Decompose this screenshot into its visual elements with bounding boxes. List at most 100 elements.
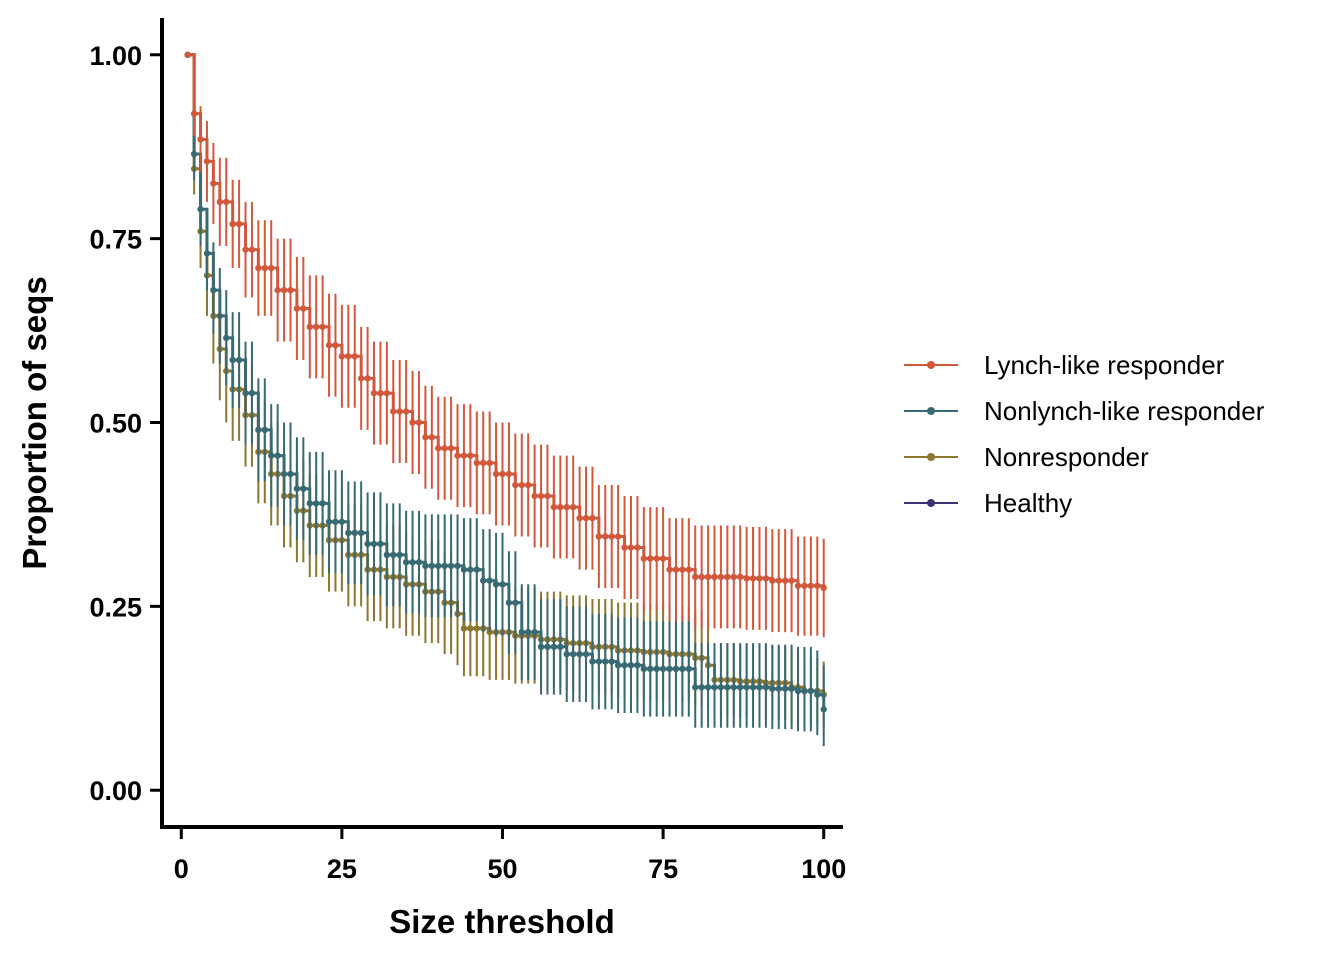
y-tick-label: 0.50 xyxy=(89,409,142,439)
data-point xyxy=(210,286,217,294)
data-point xyxy=(685,566,693,573)
data-point xyxy=(775,685,782,692)
data-point xyxy=(300,485,307,492)
data-point xyxy=(640,665,648,673)
data-point xyxy=(595,533,603,540)
data-point xyxy=(274,286,281,294)
y-tick-label: 0.75 xyxy=(89,225,142,255)
data-point xyxy=(197,206,204,213)
x-axis-title: Size threshold xyxy=(389,903,615,940)
data-point xyxy=(396,551,403,559)
data-point xyxy=(306,323,313,331)
data-point xyxy=(435,562,442,570)
data-point xyxy=(428,562,436,570)
data-point xyxy=(287,470,294,478)
data-point xyxy=(557,503,564,511)
data-point xyxy=(480,459,487,467)
data-point xyxy=(614,662,622,669)
data-point xyxy=(717,573,725,581)
legend-item: Lynch-like responder xyxy=(904,350,1225,380)
data-point xyxy=(698,684,705,691)
data-point xyxy=(647,665,654,673)
data-point xyxy=(582,514,590,522)
legend-item: Nonlynch-like responder xyxy=(904,396,1265,426)
data-point xyxy=(557,643,564,651)
data-point xyxy=(801,687,808,695)
data-point xyxy=(698,573,705,581)
data-point xyxy=(357,529,365,537)
data-point xyxy=(338,518,346,525)
data-point xyxy=(640,555,648,562)
data-point xyxy=(518,481,525,489)
data-point xyxy=(390,408,397,415)
data-point xyxy=(820,584,827,592)
data-point xyxy=(409,419,416,426)
data-point xyxy=(569,503,577,511)
data-point xyxy=(621,544,628,551)
data-point xyxy=(229,220,236,228)
data-point xyxy=(711,684,718,691)
data-point xyxy=(467,625,474,632)
data-point xyxy=(602,533,609,540)
data-point xyxy=(370,389,378,397)
legend-item: Healthy xyxy=(904,488,1072,518)
data-point xyxy=(467,452,474,459)
data-point xyxy=(441,562,448,570)
data-point xyxy=(692,684,699,691)
data-point xyxy=(730,684,737,691)
data-point xyxy=(364,540,371,548)
data-point xyxy=(627,544,635,551)
legend-item: Nonresponder xyxy=(904,442,1149,472)
data-point xyxy=(370,540,378,548)
data-point xyxy=(357,375,365,382)
x-tick-label: 25 xyxy=(327,854,357,884)
data-point xyxy=(454,562,461,570)
data-point xyxy=(402,408,410,415)
plot-area xyxy=(184,51,827,747)
y-tick-label: 0.25 xyxy=(89,592,142,622)
data-point xyxy=(505,470,513,478)
data-point xyxy=(717,684,725,691)
data-point xyxy=(531,492,538,500)
data-point xyxy=(486,577,493,584)
data-point xyxy=(473,625,481,632)
x-tick-label: 50 xyxy=(487,854,517,884)
data-point xyxy=(769,577,776,584)
data-point xyxy=(659,665,667,673)
data-point xyxy=(190,110,198,117)
series-line xyxy=(187,53,826,588)
data-point xyxy=(184,51,191,58)
data-point xyxy=(569,650,577,658)
x-tick-label: 75 xyxy=(648,854,678,884)
data-point xyxy=(653,665,660,673)
legend-marker xyxy=(927,499,935,507)
data-point xyxy=(396,408,403,415)
data-point xyxy=(492,581,500,588)
data-point xyxy=(582,650,590,658)
data-point xyxy=(345,353,352,360)
data-point xyxy=(544,643,551,651)
data-point xyxy=(563,503,570,511)
data-point xyxy=(248,246,256,253)
data-point xyxy=(377,540,384,548)
data-point xyxy=(325,342,333,349)
data-point xyxy=(306,500,313,507)
data-point xyxy=(563,650,570,658)
data-point xyxy=(762,684,770,691)
tick-marks: 0.00 0.25 0.50 0.75 1.00 0 25 50 75 100 xyxy=(89,41,846,884)
legend-label: Nonlynch-like responder xyxy=(984,396,1265,426)
data-point xyxy=(486,459,493,467)
data-point xyxy=(197,136,204,143)
data-point xyxy=(653,555,660,562)
data-point xyxy=(537,492,545,500)
data-point xyxy=(679,665,686,673)
data-point xyxy=(627,662,635,669)
data-point xyxy=(666,665,673,673)
data-point xyxy=(473,566,481,573)
data-point xyxy=(794,582,802,589)
data-point xyxy=(704,573,712,581)
data-point xyxy=(415,559,423,566)
data-point xyxy=(287,286,294,294)
legend-marker xyxy=(927,407,935,415)
